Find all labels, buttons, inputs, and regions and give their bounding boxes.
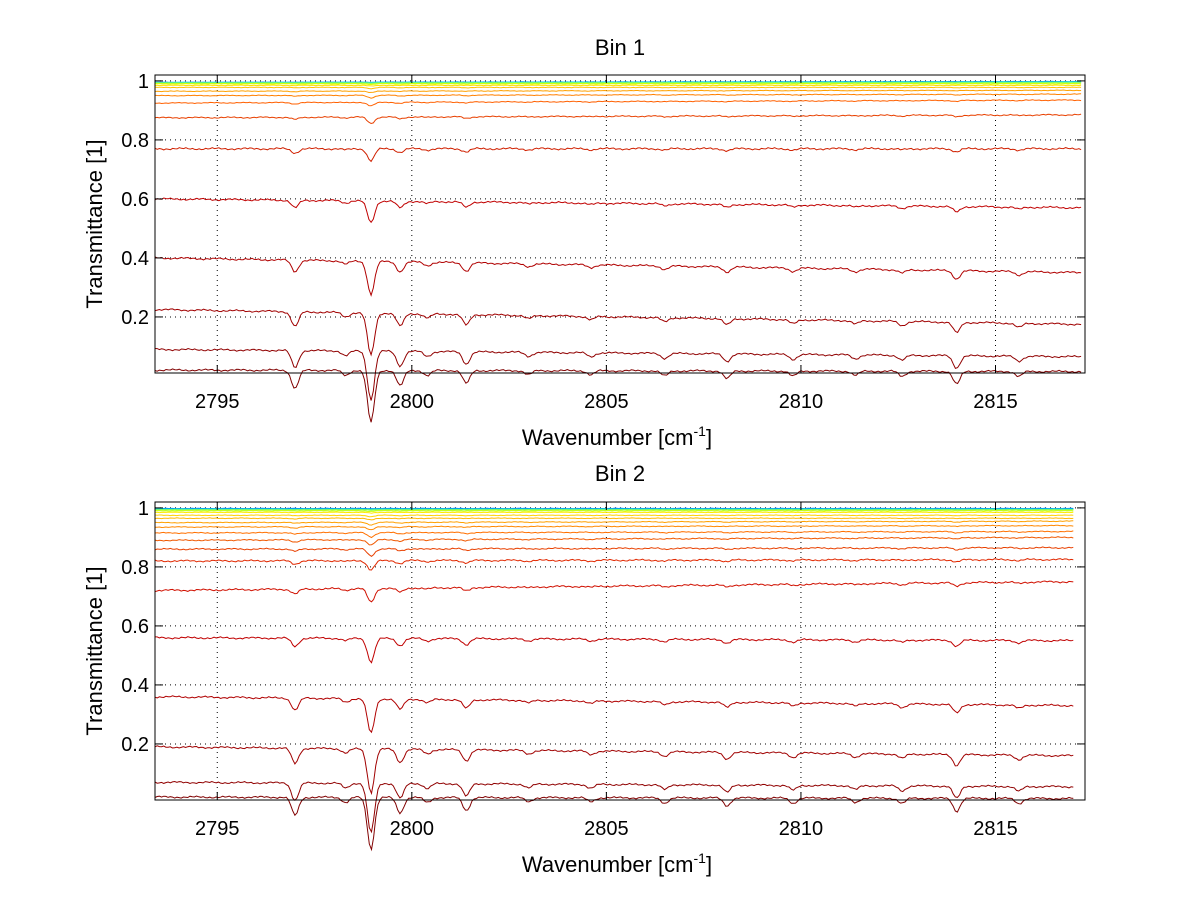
- x-axis-label-main: Wavenumber [cm: [522, 425, 694, 450]
- plot-area: 2795 2800 2805 2810 2815 0.2 0.4 0.6 0.8 1: [121, 498, 1086, 852]
- x-tick-label: 2800: [390, 818, 435, 840]
- x-axis-label-end: ]: [706, 425, 712, 450]
- x-axis-label: Wavenumber [cm-1]: [522, 850, 712, 877]
- spectrum-line: [154, 745, 1074, 796]
- spectrum-line: [154, 546, 1074, 558]
- spectrum-line: [155, 636, 1074, 664]
- spectrum-line: [154, 780, 1074, 834]
- x-tick-label: 2810: [779, 391, 824, 413]
- spectrum-line: [154, 530, 1074, 539]
- y-tick-label: 0.6: [121, 189, 149, 211]
- axes-frame: [154, 74, 1086, 374]
- x-tick-label: 2795: [195, 818, 240, 840]
- spectrum-line: [154, 520, 1074, 526]
- x-axis-label-exponent: -1: [694, 423, 707, 439]
- spectrum-line: [154, 256, 1082, 297]
- spectrum-line: [154, 89, 1082, 94]
- y-tick-label: 1: [138, 498, 149, 520]
- spectrum-line: [155, 99, 1082, 107]
- spectrum-line: [154, 580, 1074, 603]
- spectrum-line: [154, 509, 1074, 511]
- chart-title: Bin 2: [595, 461, 645, 486]
- chart-title: Bin 1: [595, 35, 645, 60]
- spectrum-line: [154, 113, 1082, 125]
- x-tick-label: 2800: [390, 391, 435, 413]
- x-tick-label: 2805: [584, 818, 629, 840]
- y-tick-label: 0.2: [121, 734, 149, 756]
- spectrum-line: [154, 86, 1082, 90]
- y-tick-label: 0.2: [121, 307, 149, 329]
- spectrum-line: [154, 347, 1082, 401]
- spectrum-line: [154, 84, 1082, 87]
- spectrum-line: [154, 514, 1074, 518]
- x-tick-label: 2815: [973, 391, 1018, 413]
- axes-frame: [154, 501, 1086, 801]
- spectrum-line: [154, 517, 1074, 521]
- x-tick-label: 2795: [195, 391, 240, 413]
- spectrum-line: [154, 795, 1074, 852]
- y-tick-label: 0.8: [121, 557, 149, 579]
- spectrum-line: [155, 510, 1074, 513]
- spectrum-line: [154, 695, 1074, 734]
- spectrum-line: [154, 558, 1074, 571]
- y-tick-label: 0.8: [121, 130, 149, 152]
- x-axis-label-exponent: -1: [694, 850, 707, 866]
- plot-area: 2795 2800 2805 2810 2815 0.2 0.4 0.6 0.8 1: [121, 71, 1086, 423]
- chart-panel-bin-1: Bin 1 2795 2800 2805 2810 28150.20.40.60.81 …: [82, 35, 1086, 450]
- y-tick-label: 0.4: [121, 248, 149, 270]
- spectrum-line: [154, 197, 1082, 224]
- x-axis-label-end: ]: [706, 852, 712, 877]
- spectrum-line: [154, 536, 1074, 546]
- y-tick-label: 0.6: [121, 616, 149, 638]
- chart-panel-bin-2: Bin 2 2795 2800 2805 2810 28150.20.40.60.81 …: [82, 461, 1086, 877]
- x-tick-label: 2805: [584, 391, 629, 413]
- spectrum-line: [154, 308, 1082, 357]
- x-axis-label-main: Wavenumber [cm: [522, 852, 694, 877]
- spectrum-line: [154, 147, 1082, 163]
- spectrum-line: [154, 93, 1082, 99]
- y-axis-label: Transmittance [1]: [82, 566, 107, 735]
- spectrum-line: [154, 368, 1082, 423]
- x-tick-label: 2810: [779, 818, 824, 840]
- y-tick-label: 0.4: [121, 675, 149, 697]
- y-axis-label: Transmittance [1]: [82, 139, 107, 308]
- x-tick-label: 2815: [973, 818, 1018, 840]
- x-axis-label: Wavenumber [cm-1]: [522, 423, 712, 450]
- y-tick-label: 1: [138, 71, 149, 93]
- spectrum-line: [155, 83, 1082, 85]
- spectrum-line: [155, 524, 1074, 531]
- spectrum-line: [154, 511, 1074, 514]
